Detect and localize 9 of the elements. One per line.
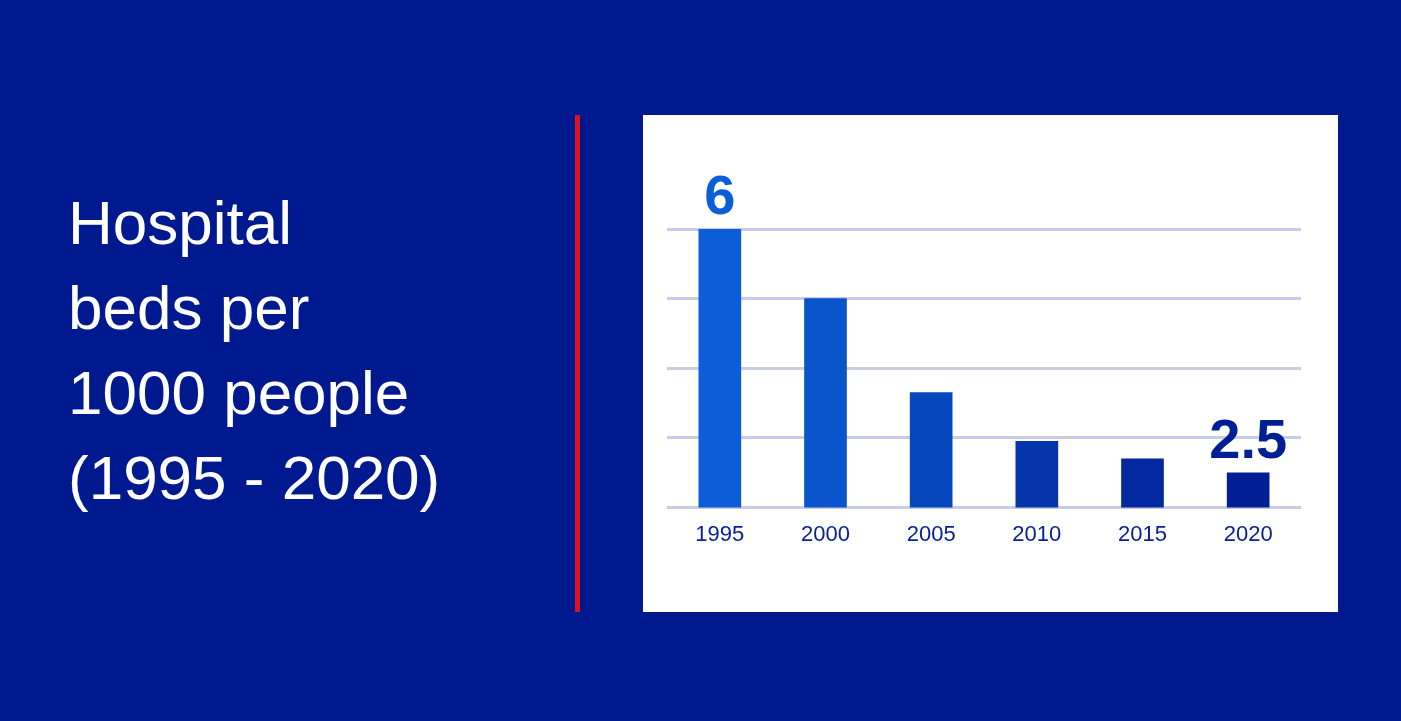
x-tick-label: 2015: [1118, 520, 1167, 546]
x-tick-label: 2005: [906, 520, 956, 546]
text: Hospital beds per 1000 people (1995 - 2020): [68, 187, 441, 514]
data-label: 6: [704, 163, 736, 227]
x-tick-label: 2010: [1012, 520, 1062, 546]
x-tick-label: 2020: [1223, 520, 1273, 546]
data-label: 2.5: [1209, 407, 1288, 471]
x-tick-label: 2000: [801, 520, 850, 546]
x-tick-label: 1995: [695, 520, 745, 546]
